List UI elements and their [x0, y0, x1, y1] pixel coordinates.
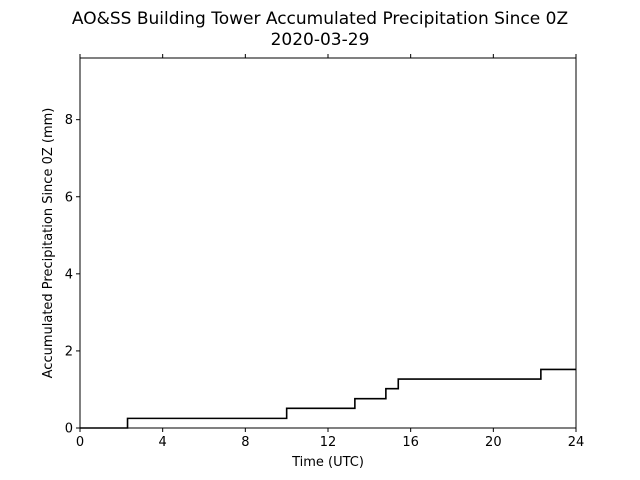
x-axis-ticks: 0 4 8 12 16 20 24 [76, 54, 584, 450]
y-axis-ticks: 0 2 4 6 8 [65, 113, 80, 437]
plot-area [79, 57, 577, 429]
x-tick-label: 12 [320, 435, 337, 450]
y-axis-label: Accumulated Precipitation Since 0Z (mm) [41, 108, 56, 379]
y-tick-label: 8 [65, 113, 73, 128]
chart-title: AO&SS Building Tower Accumulated Precipi… [72, 9, 568, 29]
x-tick-label: 16 [402, 435, 419, 450]
y-tick-label: 0 [65, 422, 73, 437]
data-layer [80, 368, 576, 429]
x-tick-label: 20 [485, 435, 502, 450]
x-tick-label: 24 [568, 435, 585, 450]
plot-frame [79, 57, 577, 429]
y-tick-label: 4 [65, 267, 73, 282]
chart-subtitle: 2020-03-29 [271, 30, 370, 50]
y-tick-label: 2 [65, 344, 73, 359]
x-tick-label: 4 [159, 435, 167, 450]
x-tick-label: 0 [76, 435, 84, 450]
x-tick-label: 8 [241, 435, 249, 450]
series-line [80, 368, 576, 429]
y-tick-label: 6 [65, 190, 73, 205]
x-axis-label: Time (UTC) [291, 455, 364, 470]
